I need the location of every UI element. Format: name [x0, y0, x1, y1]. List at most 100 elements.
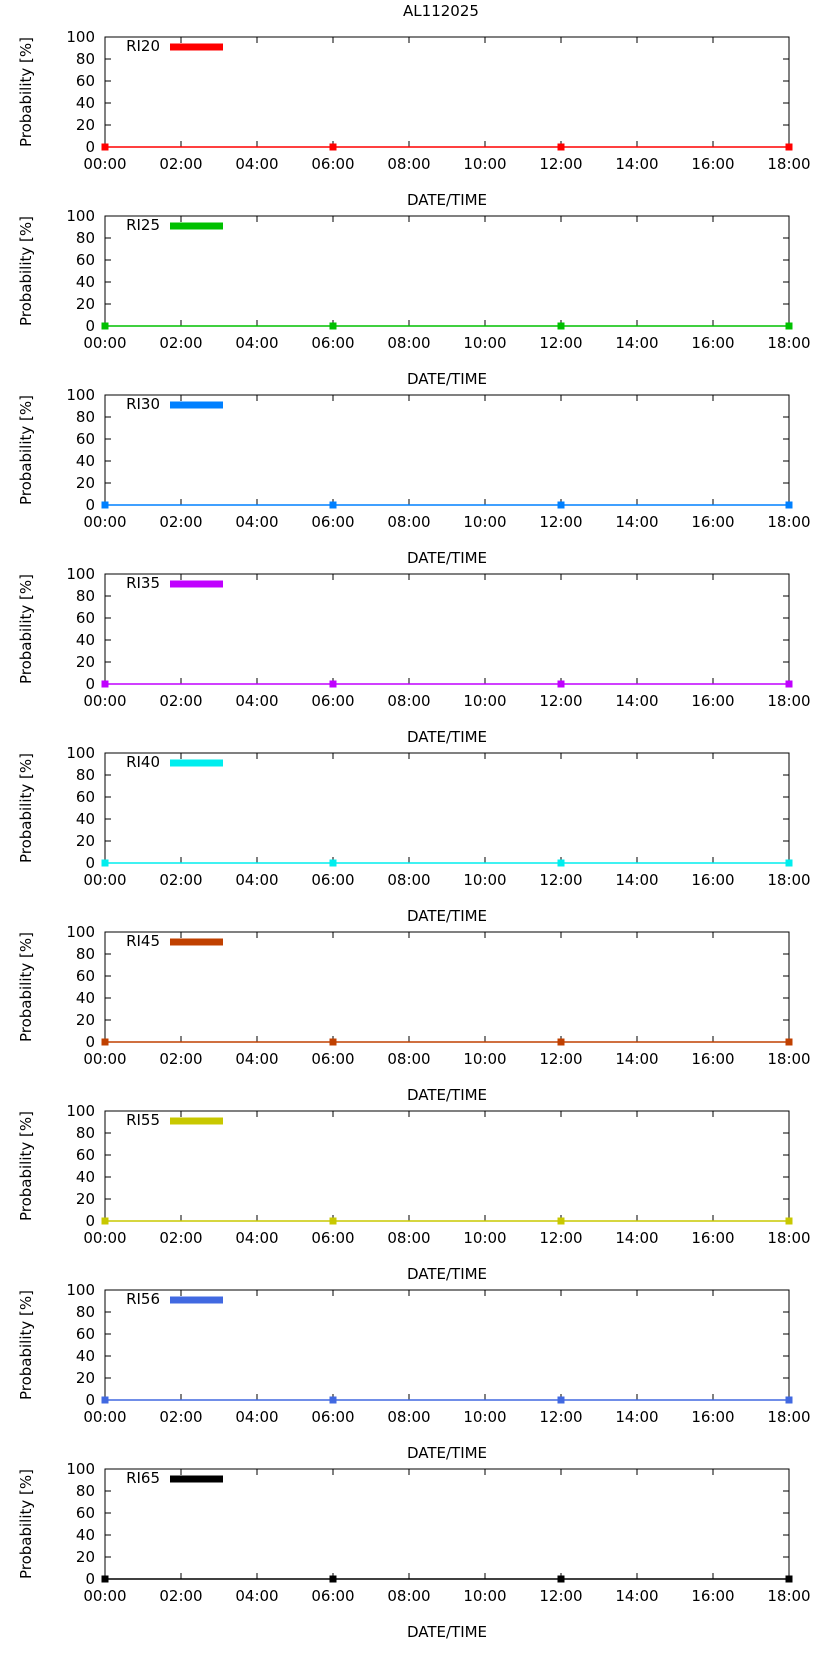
- plot-frame: [104, 931, 790, 1043]
- x-tick-label: 02:00: [159, 871, 202, 889]
- data-point: [101, 322, 109, 330]
- y-tick-label: 60: [76, 72, 95, 90]
- data-point: [557, 1396, 565, 1404]
- y-tick-label: 60: [76, 1504, 95, 1522]
- legend-label: RI65: [126, 1469, 160, 1487]
- y-tick-label: 80: [76, 587, 95, 605]
- y-tick-label: 20: [76, 1369, 95, 1387]
- plot-frame: [104, 573, 790, 685]
- x-tick-label: 14:00: [615, 513, 658, 531]
- x-tick-label: 00:00: [83, 1229, 126, 1247]
- y-axis-label: Probability [%]: [17, 1111, 35, 1221]
- data-point: [101, 680, 109, 688]
- panel-ri56: 0 20 40 60 80 100 00:00 02:00 04:00 06:00 08:00 10:…: [17, 1281, 811, 1462]
- y-axis-label: Probability [%]: [17, 395, 35, 505]
- y-axis-label: Probability [%]: [17, 1469, 35, 1579]
- x-tick-label: 04:00: [235, 1587, 278, 1605]
- y-tick-label: 100: [66, 1281, 95, 1299]
- x-tick-label: 06:00: [311, 513, 354, 531]
- x-tick-label: 18:00: [767, 1408, 810, 1426]
- x-tick-label: 12:00: [539, 871, 582, 889]
- x-tick-label: 00:00: [83, 513, 126, 531]
- y-tick-label: 20: [76, 474, 95, 492]
- x-tick-label: 04:00: [235, 1050, 278, 1068]
- x-tick-label: 08:00: [387, 155, 430, 173]
- y-tick-label: 100: [66, 1460, 95, 1478]
- data-point: [101, 501, 109, 509]
- y-tick-label: 40: [76, 273, 95, 291]
- data-point: [329, 322, 337, 330]
- x-tick-label: 14:00: [615, 1050, 658, 1068]
- data-point: [101, 143, 109, 151]
- plot-frame: [104, 394, 790, 506]
- panel-ri35: 0 20 40 60 80 100 00:00 02:00 04:00 06:00 08:00 10:…: [17, 565, 811, 746]
- y-tick-label: 0: [85, 675, 95, 693]
- x-tick-label: 06:00: [311, 1229, 354, 1247]
- x-tick-label: 16:00: [691, 1408, 734, 1426]
- data-point: [785, 680, 793, 688]
- x-tick-label: 16:00: [691, 1229, 734, 1247]
- x-tick-label: 16:00: [691, 1050, 734, 1068]
- data-point: [329, 143, 337, 151]
- x-axis-label: DATE/TIME: [407, 370, 487, 388]
- x-tick-label: 02:00: [159, 334, 202, 352]
- data-point: [785, 322, 793, 330]
- data-point: [557, 680, 565, 688]
- x-tick-label: 10:00: [463, 1229, 506, 1247]
- x-tick-label: 02:00: [159, 1229, 202, 1247]
- x-tick-label: 14:00: [615, 871, 658, 889]
- data-point: [329, 1217, 337, 1225]
- legend-label: RI30: [126, 395, 160, 413]
- x-tick-label: 14:00: [615, 1587, 658, 1605]
- x-axis-label: DATE/TIME: [407, 1444, 487, 1462]
- x-tick-label: 06:00: [311, 1050, 354, 1068]
- x-tick-label: 18:00: [767, 871, 810, 889]
- y-tick-label: 40: [76, 452, 95, 470]
- data-point: [785, 1217, 793, 1225]
- data-point: [329, 1575, 337, 1583]
- data-point: [785, 143, 793, 151]
- x-tick-label: 00:00: [83, 1408, 126, 1426]
- y-tick-label: 20: [76, 653, 95, 671]
- x-axis-label: DATE/TIME: [407, 1623, 487, 1641]
- y-tick-label: 80: [76, 229, 95, 247]
- plot-frame: [104, 36, 790, 148]
- legend-label: RI40: [126, 753, 160, 771]
- y-tick-label: 0: [85, 1033, 95, 1051]
- x-tick-label: 12:00: [539, 155, 582, 173]
- data-point: [101, 1217, 109, 1225]
- x-tick-label: 12:00: [539, 1050, 582, 1068]
- x-tick-label: 00:00: [83, 334, 126, 352]
- x-tick-label: 00:00: [83, 1587, 126, 1605]
- x-axis-label: DATE/TIME: [407, 907, 487, 925]
- x-tick-label: 00:00: [83, 155, 126, 173]
- x-tick-label: 12:00: [539, 692, 582, 710]
- y-tick-label: 40: [76, 94, 95, 112]
- data-point: [329, 501, 337, 509]
- y-tick-label: 60: [76, 609, 95, 627]
- data-point: [785, 1575, 793, 1583]
- y-tick-label: 0: [85, 496, 95, 514]
- x-tick-label: 12:00: [539, 334, 582, 352]
- x-tick-label: 10:00: [463, 334, 506, 352]
- x-axis-label: DATE/TIME: [407, 728, 487, 746]
- y-tick-label: 40: [76, 631, 95, 649]
- x-tick-label: 02:00: [159, 1587, 202, 1605]
- x-tick-label: 04:00: [235, 513, 278, 531]
- y-tick-label: 60: [76, 967, 95, 985]
- x-tick-label: 08:00: [387, 513, 430, 531]
- y-tick-label: 80: [76, 1303, 95, 1321]
- x-tick-label: 10:00: [463, 155, 506, 173]
- y-tick-label: 60: [76, 1146, 95, 1164]
- panel-ri55: 0 20 40 60 80 100 00:00 02:00 04:00 06:00 08:00 10:…: [17, 1102, 811, 1283]
- plot-frame: [104, 1468, 790, 1580]
- x-tick-label: 04:00: [235, 334, 278, 352]
- x-tick-label: 06:00: [311, 1408, 354, 1426]
- data-point: [557, 859, 565, 867]
- y-tick-label: 0: [85, 854, 95, 872]
- x-tick-label: 10:00: [463, 1050, 506, 1068]
- y-tick-label: 20: [76, 295, 95, 313]
- data-point: [101, 859, 109, 867]
- x-tick-label: 02:00: [159, 155, 202, 173]
